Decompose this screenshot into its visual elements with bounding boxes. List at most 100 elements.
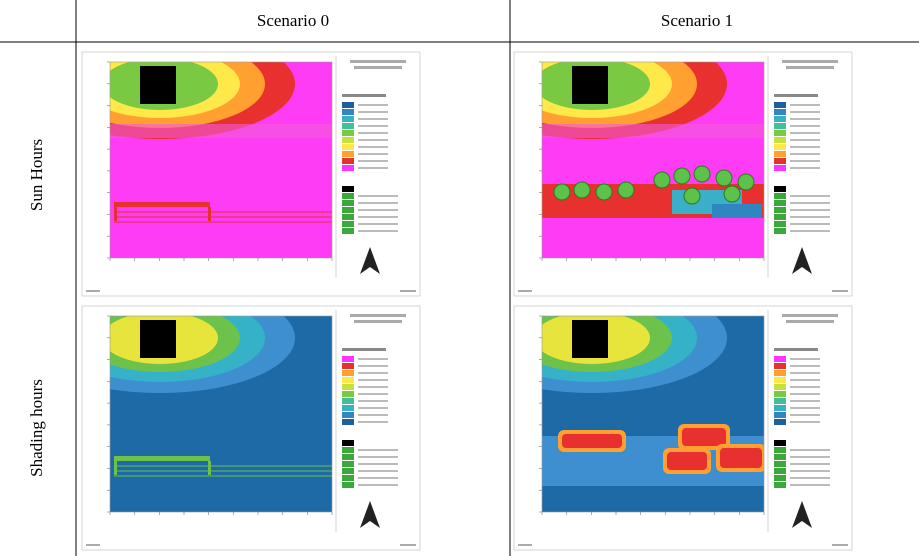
simulation-figure xyxy=(25,283,420,550)
legend-swatch xyxy=(774,419,786,425)
legend-swatch xyxy=(774,158,786,164)
building xyxy=(140,66,176,104)
legend-text-placeholder xyxy=(358,386,388,388)
legend-text-placeholder xyxy=(790,139,820,141)
legend-title-placeholder xyxy=(782,60,838,63)
shade-blob xyxy=(562,434,622,448)
shade-blob xyxy=(667,452,707,470)
legend-swatch xyxy=(774,109,786,115)
legend-text-placeholder xyxy=(790,202,830,204)
legend-text-placeholder xyxy=(790,125,820,127)
legend-swatch xyxy=(774,228,786,234)
legend-text-placeholder xyxy=(358,372,388,374)
legend-title-placeholder xyxy=(350,60,406,63)
legend-title-placeholder xyxy=(350,314,406,317)
footer-placeholder xyxy=(86,290,100,292)
legend-swatch xyxy=(774,130,786,136)
legend-text-placeholder xyxy=(790,379,820,381)
legend-text-placeholder xyxy=(790,372,820,374)
plot-area xyxy=(457,283,766,512)
legend-swatch xyxy=(774,468,786,474)
legend-text-placeholder xyxy=(358,400,388,402)
legend-swatch xyxy=(342,482,354,488)
legend-text-placeholder xyxy=(790,230,830,232)
legend-swatch xyxy=(342,440,354,446)
legend-swatch xyxy=(342,214,354,220)
legend-swatch xyxy=(342,221,354,227)
legend-swatch xyxy=(342,123,354,129)
tree xyxy=(738,174,754,190)
legend-swatch xyxy=(774,454,786,460)
legend-text-placeholder xyxy=(790,216,830,218)
tree xyxy=(674,168,690,184)
legend-title-placeholder xyxy=(786,320,834,323)
simulation-figure xyxy=(25,29,420,296)
tree xyxy=(574,182,590,198)
legend-text-placeholder xyxy=(790,223,830,225)
legend-text-placeholder xyxy=(790,400,820,402)
magenta-zone xyxy=(110,124,332,138)
legend-text-placeholder xyxy=(358,477,398,479)
magenta-zone xyxy=(542,124,764,138)
legend-swatch xyxy=(774,193,786,199)
footer-placeholder xyxy=(400,290,416,292)
legend-title-placeholder xyxy=(354,320,402,323)
wall-band xyxy=(114,461,117,475)
legend-text-placeholder xyxy=(790,153,820,155)
legend-swatch xyxy=(342,137,354,143)
legend-swatch xyxy=(342,384,354,390)
building xyxy=(140,320,176,358)
legend-text-placeholder xyxy=(358,209,398,211)
legend-swatch xyxy=(342,116,354,122)
tree xyxy=(654,172,670,188)
legend-swatch xyxy=(774,461,786,467)
legend-text-placeholder xyxy=(358,365,388,367)
legend-text-placeholder xyxy=(790,386,820,388)
tree xyxy=(618,182,634,198)
legend-swatch xyxy=(774,377,786,383)
legend-text-placeholder xyxy=(358,449,398,451)
legend-swatch xyxy=(342,158,354,164)
legend-swatch xyxy=(342,186,354,192)
legend-swatch xyxy=(774,475,786,481)
legend-text-placeholder xyxy=(358,125,388,127)
tree xyxy=(554,184,570,200)
footer-placeholder xyxy=(400,544,416,546)
legend-text-placeholder xyxy=(790,195,830,197)
legend-heading-placeholder xyxy=(774,348,818,351)
legend-swatch xyxy=(774,363,786,369)
legend-swatch xyxy=(774,447,786,453)
building xyxy=(572,66,608,104)
legend-swatch xyxy=(774,482,786,488)
legend-text-placeholder xyxy=(790,209,830,211)
legend-text-placeholder xyxy=(790,167,820,169)
tree xyxy=(684,188,700,204)
legend-text-placeholder xyxy=(358,484,398,486)
simulation-figure xyxy=(457,283,852,550)
legend-text-placeholder xyxy=(358,414,388,416)
legend-swatch xyxy=(342,200,354,206)
column-header: Scenario 0 xyxy=(257,11,329,30)
simulation-figure xyxy=(457,29,852,296)
legend-text-placeholder xyxy=(790,414,820,416)
legend-heading-placeholder xyxy=(774,94,818,97)
legend-swatch xyxy=(342,356,354,362)
footer-placeholder xyxy=(832,544,848,546)
legend-title-placeholder xyxy=(354,66,402,69)
legend-text-placeholder xyxy=(358,104,388,106)
legend-text-placeholder xyxy=(790,393,820,395)
legend-swatch xyxy=(774,405,786,411)
legend-text-placeholder xyxy=(358,146,388,148)
legend-text-placeholder xyxy=(358,216,398,218)
legend-swatch xyxy=(774,370,786,376)
legend-text-placeholder xyxy=(790,104,820,106)
legend-text-placeholder xyxy=(358,167,388,169)
legend-text-placeholder xyxy=(790,470,830,472)
legend-swatch xyxy=(774,207,786,213)
legend-swatch xyxy=(342,447,354,453)
tree xyxy=(596,184,612,200)
footer-placeholder xyxy=(86,544,100,546)
legend-swatch xyxy=(774,123,786,129)
building xyxy=(572,320,608,358)
legend-swatch xyxy=(342,405,354,411)
